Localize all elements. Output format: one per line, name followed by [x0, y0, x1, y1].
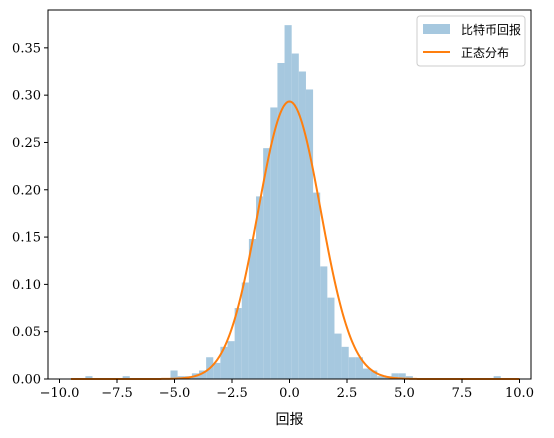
histogram-bar-27 — [348, 357, 356, 379]
histogram-bar-11 — [234, 308, 242, 379]
histogram-bar-26 — [341, 346, 349, 379]
histogram-bar-31 — [377, 376, 385, 379]
y-tick-label: 0.05 — [12, 325, 41, 340]
y-tick-label: 0.00 — [12, 373, 41, 388]
x-tick-label: −7.5 — [101, 386, 133, 401]
histogram-bar-16 — [270, 107, 278, 379]
legend-swatch-histogram — [423, 24, 450, 34]
y-axis-ticks: 0.00 0.05 0.10 0.15 0.20 0.25 0.30 0.35 — [12, 41, 48, 388]
y-tick-label: 0.30 — [12, 89, 41, 104]
histogram-bar-9 — [220, 346, 228, 379]
x-tick-label: −2.5 — [216, 386, 248, 401]
x-tick-label: 2.5 — [337, 386, 358, 401]
x-axis-ticks: −10.0 −7.5 −5.0 −2.5 0.0 2.5 5.0 7.5 10.0 — [40, 379, 534, 401]
histogram-bar-35 — [405, 376, 413, 379]
histogram-bar-6 — [198, 370, 207, 379]
histogram-bar-22 — [313, 192, 321, 379]
x-tick-label: 10.0 — [505, 386, 534, 401]
y-tick-label: 0.25 — [12, 136, 41, 151]
histogram-bar-19 — [291, 53, 299, 380]
histogram-bar-0 — [85, 376, 93, 379]
histogram-bar-24 — [327, 297, 335, 379]
histogram-bar-10 — [227, 341, 235, 379]
histogram-bar-12 — [241, 282, 249, 379]
x-tick-label: 0.0 — [279, 386, 300, 401]
histogram-bar-23 — [320, 266, 328, 379]
histogram-bar-17 — [277, 62, 285, 379]
y-tick-label: 0.35 — [12, 41, 41, 56]
x-tick-label: 7.5 — [452, 386, 473, 401]
histogram-bar-25 — [334, 333, 342, 379]
y-tick-label: 0.20 — [12, 183, 41, 198]
legend: 比特币回报 正态分布 — [416, 15, 526, 67]
legend-label-histogram: 比特币回报 — [461, 22, 521, 37]
histogram-bar-36 — [493, 376, 501, 379]
histogram-bar-13 — [248, 238, 257, 379]
histogram-bar-1 — [122, 376, 130, 379]
histogram-bar-8 — [213, 362, 221, 379]
x-axis-title: 回报 — [276, 412, 304, 428]
x-tick-label: 5.0 — [394, 386, 415, 401]
histogram-bar-33 — [391, 373, 399, 379]
histogram-bar-21 — [305, 89, 314, 379]
x-tick-label: −5.0 — [159, 386, 191, 401]
histogram-bar-18 — [284, 25, 292, 380]
y-tick-label: 0.15 — [12, 231, 41, 246]
legend-label-line: 正态分布 — [461, 46, 509, 60]
histogram-bar-2 — [170, 370, 178, 379]
histogram-bar-15 — [263, 148, 271, 379]
histogram-bar-28 — [355, 357, 363, 379]
histogram-bar-34 — [398, 373, 406, 379]
histogram-bars — [85, 25, 501, 380]
y-tick-label: 0.10 — [12, 278, 41, 293]
histogram-bar-20 — [298, 71, 306, 379]
histogram-bar-29 — [362, 368, 371, 379]
histogram-bar-30 — [370, 370, 378, 379]
x-tick-label: −10.0 — [40, 386, 80, 401]
histogram-bar-14 — [256, 196, 264, 379]
